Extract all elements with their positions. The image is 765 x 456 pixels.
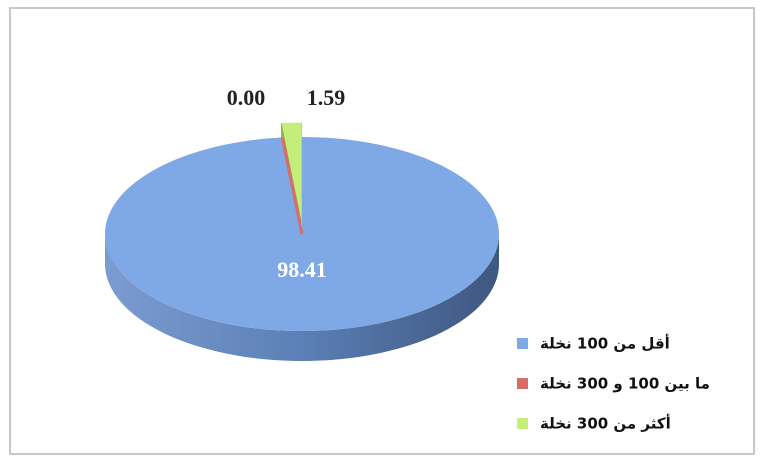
legend-swatch (517, 338, 528, 349)
slice (280, 137, 304, 235)
legend-swatch (517, 418, 528, 429)
legend-swatch (517, 378, 528, 389)
slice (281, 122, 302, 220)
data-label: 0.00 (227, 85, 266, 110)
slice (105, 137, 500, 331)
slice-side (105, 234, 499, 361)
data-label: 98.41 (277, 257, 327, 282)
legend-label: ما بين 100 و 300 نخلة (540, 375, 710, 393)
legend-label: أقل من 100 نخلة (540, 334, 670, 353)
legend-label: أكثر من 300 نخلة (540, 414, 671, 433)
data-label: 1.59 (307, 85, 346, 110)
